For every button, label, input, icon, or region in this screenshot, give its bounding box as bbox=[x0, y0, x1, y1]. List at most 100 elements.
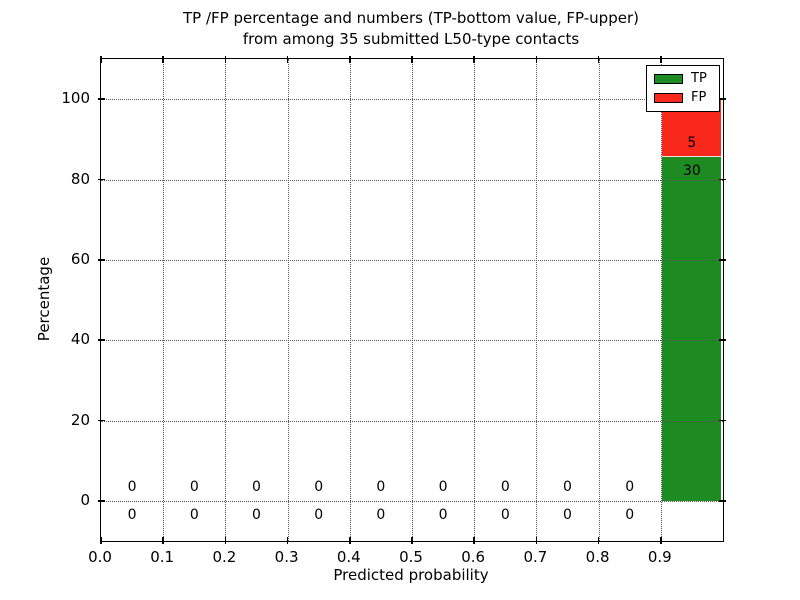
y-tick-label: 20 bbox=[70, 410, 90, 429]
legend: TP FP bbox=[646, 65, 720, 112]
tp-count-label: 0 bbox=[625, 506, 635, 523]
gridline-vertical bbox=[349, 59, 351, 541]
tp-count-label: 0 bbox=[438, 506, 448, 523]
chart-title-line1: TP /FP percentage and numbers (TP-bottom… bbox=[183, 9, 639, 27]
legend-label-fp: FP bbox=[691, 90, 707, 105]
x-tick-mark bbox=[411, 537, 413, 544]
fp-swatch-icon bbox=[654, 93, 683, 103]
x-tick-label: 0.1 bbox=[150, 548, 175, 566]
gridline-horizontal bbox=[101, 99, 723, 101]
x-tick-mark bbox=[660, 537, 662, 544]
y-tick-label: 80 bbox=[70, 169, 90, 188]
y-tick-label: 60 bbox=[70, 249, 90, 268]
legend-row-fp: FP bbox=[654, 91, 712, 105]
x-tick-mark-top bbox=[349, 56, 351, 63]
y-tick-mark bbox=[98, 178, 105, 181]
y-tick-mark bbox=[98, 339, 105, 341]
chart-title-line2: from among 35 submitted L50-type contact… bbox=[242, 30, 580, 48]
y-tick-mark-right bbox=[719, 178, 726, 181]
tp-count-label: 0 bbox=[500, 506, 510, 523]
y-tick-mark-right bbox=[719, 339, 726, 341]
y-tick-mark bbox=[98, 500, 105, 502]
x-tick-label: 0.0 bbox=[88, 548, 112, 566]
tp-bar-segment bbox=[661, 156, 721, 501]
fp-count-label: 5 bbox=[687, 134, 697, 151]
x-tick-label: 0.6 bbox=[461, 548, 486, 566]
x-tick-mark bbox=[224, 537, 227, 544]
tp-count-label: 0 bbox=[376, 506, 386, 523]
tp-count-label: 0 bbox=[314, 506, 324, 523]
x-tick-label: 0.3 bbox=[274, 548, 299, 566]
fp-count-label: 0 bbox=[189, 478, 199, 495]
fp-count-label: 0 bbox=[625, 478, 635, 495]
tp-count-label: 0 bbox=[127, 506, 137, 523]
gridline-vertical bbox=[536, 59, 538, 541]
x-tick-mark-top bbox=[286, 56, 289, 63]
tp-swatch-icon bbox=[654, 74, 683, 84]
y-tick-mark-right bbox=[719, 419, 726, 422]
gridline-vertical bbox=[163, 59, 165, 541]
x-axis-label: Predicted probability bbox=[333, 566, 489, 584]
x-tick-mark-top bbox=[535, 56, 538, 63]
fp-count-label: 0 bbox=[314, 478, 324, 495]
y-tick-mark-right bbox=[719, 259, 726, 261]
y-axis-label: Percentage bbox=[35, 256, 53, 342]
gridline-vertical bbox=[225, 59, 227, 541]
fp-count-label: 0 bbox=[127, 478, 137, 495]
x-tick-mark-top bbox=[597, 56, 600, 63]
legend-row-tp: TP bbox=[654, 72, 712, 86]
y-tick-mark bbox=[98, 98, 105, 100]
y-tick-label: 100 bbox=[61, 89, 90, 108]
tp-count-label: 30 bbox=[682, 162, 701, 179]
y-tick-label: 40 bbox=[70, 330, 90, 349]
tp-count-label: 0 bbox=[252, 506, 261, 523]
x-tick-mark bbox=[597, 537, 600, 544]
fp-count-label: 0 bbox=[252, 478, 261, 495]
fp-count-label: 0 bbox=[438, 478, 448, 495]
x-tick-label: 0.8 bbox=[585, 548, 610, 566]
x-tick-label: 0.7 bbox=[523, 548, 548, 566]
y-tick-mark-right bbox=[719, 98, 726, 100]
gridline-horizontal bbox=[101, 259, 723, 261]
tp-count-label: 0 bbox=[563, 506, 572, 523]
y-tick-mark bbox=[98, 259, 105, 261]
y-tick-mark-right bbox=[719, 500, 726, 502]
gridline-vertical bbox=[660, 59, 662, 541]
x-tick-mark-top bbox=[224, 56, 227, 63]
gridline-horizontal bbox=[101, 500, 723, 502]
x-tick-mark bbox=[535, 537, 538, 544]
x-tick-mark-top bbox=[660, 56, 662, 63]
x-tick-mark-top bbox=[473, 56, 475, 63]
ticks-layer bbox=[98, 56, 726, 544]
x-tick-label: 0.9 bbox=[647, 548, 672, 566]
chart-title: TP /FP percentage and numbers (TP-bottom… bbox=[100, 8, 722, 50]
tp-count-label: 0 bbox=[189, 506, 199, 523]
fp-count-label: 0 bbox=[500, 478, 510, 495]
plot-area: 0 0 0 0 0 0 0 0 0 0 0 0 0 0 0 0 0 0 5 30 bbox=[98, 56, 726, 544]
y-tick-mark bbox=[98, 419, 105, 422]
gridline-horizontal bbox=[101, 179, 723, 181]
x-tick-mark-top bbox=[100, 56, 102, 63]
fp-count-label: 0 bbox=[376, 478, 386, 495]
gridline-vertical bbox=[287, 59, 289, 541]
bar-labels-layer: 0 0 0 0 0 0 0 0 0 0 0 0 0 0 0 0 0 0 5 30 bbox=[101, 59, 723, 541]
x-tick-mark bbox=[473, 537, 475, 544]
x-tick-mark bbox=[286, 537, 289, 544]
gridline-vertical bbox=[474, 59, 476, 541]
x-tick-mark-top bbox=[162, 56, 164, 63]
gridline-vertical bbox=[412, 59, 413, 541]
x-tick-label: 0.4 bbox=[336, 548, 361, 566]
x-tick-mark-top bbox=[411, 56, 413, 63]
x-tick-mark bbox=[100, 537, 102, 544]
gridline-horizontal bbox=[101, 340, 723, 342]
gridline-vertical bbox=[598, 59, 600, 541]
gridline-horizontal bbox=[101, 420, 723, 422]
y-tick-label: 0 bbox=[80, 490, 90, 509]
grid-layer bbox=[101, 59, 723, 541]
x-tick-label: 0.2 bbox=[212, 548, 237, 566]
legend-label-tp: TP bbox=[691, 71, 707, 86]
x-tick-label: 0.5 bbox=[399, 548, 423, 566]
fp-count-label: 0 bbox=[563, 478, 572, 495]
x-tick-mark bbox=[162, 537, 164, 544]
